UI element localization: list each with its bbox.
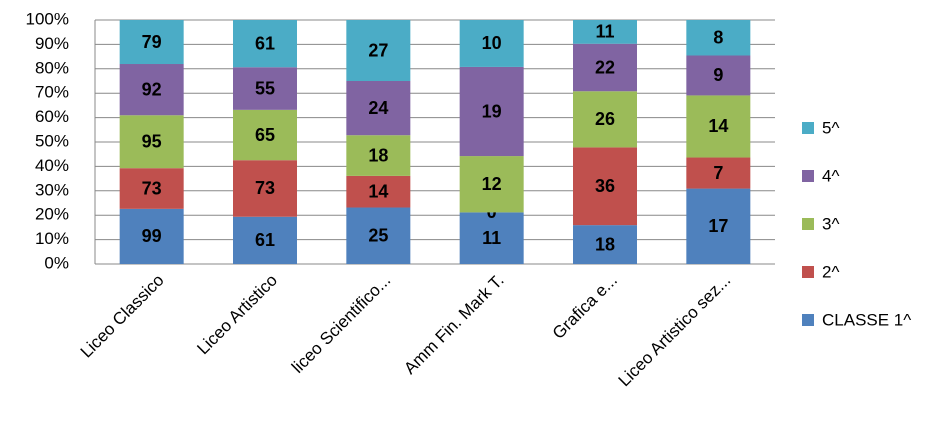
legend-swatch	[802, 170, 814, 182]
value-label: 19	[482, 101, 502, 121]
y-tick-label: 30%	[35, 180, 69, 199]
bar-segment	[119, 64, 184, 116]
value-label: 73	[142, 178, 162, 198]
legend-label: 4^	[822, 166, 839, 185]
value-label: 79	[142, 32, 162, 52]
legend-label: CLASSE 1^	[822, 310, 911, 329]
bar-segment	[686, 95, 751, 158]
value-label: 95	[142, 131, 162, 151]
bar-segment	[233, 216, 297, 264]
bar-segment	[686, 20, 751, 56]
bar-segment	[573, 20, 637, 44]
legend-swatch	[802, 218, 814, 230]
bar-segment	[573, 91, 637, 148]
bar-segment	[346, 20, 411, 81]
bar-segment	[459, 20, 524, 67]
bar-segment	[119, 20, 184, 65]
value-label: 27	[368, 40, 388, 60]
value-label: 65	[255, 125, 275, 145]
bar-segment	[573, 225, 637, 264]
bar-segment	[573, 147, 637, 226]
y-tick-label: 40%	[35, 156, 69, 175]
x-tick-label: Liceo Classico	[77, 271, 168, 362]
value-label: 25	[368, 226, 388, 246]
legend-swatch	[802, 314, 814, 326]
legend-swatch	[802, 266, 814, 278]
legend-label: 3^	[822, 214, 839, 233]
bar-segment	[346, 81, 411, 136]
value-label: 18	[595, 234, 615, 254]
value-label: 61	[255, 230, 275, 250]
value-label: 24	[368, 98, 388, 118]
y-tick-label: 20%	[35, 205, 69, 224]
bar-segment	[119, 208, 184, 264]
value-label: 8	[713, 27, 723, 47]
bar-segment	[573, 43, 637, 92]
legend-label: 2^	[822, 262, 839, 281]
y-tick-label: 10%	[35, 229, 69, 248]
y-tick-label: 100%	[26, 9, 69, 28]
y-tick-label: 90%	[35, 34, 69, 53]
y-tick-label: 80%	[35, 58, 69, 77]
value-label: 61	[255, 33, 275, 53]
bar-segment	[459, 156, 524, 213]
value-label: 17	[708, 216, 728, 236]
x-tick-label: Liceo Artistico sez...	[615, 271, 735, 391]
bar-segment	[233, 20, 297, 68]
x-tick-label: Amm Fin. Mark T.	[400, 271, 507, 378]
y-tick-label: 70%	[35, 83, 69, 102]
bar-segment	[686, 188, 751, 264]
bar-segment	[686, 55, 751, 96]
legend-label: 5^	[822, 118, 839, 137]
value-label: 11	[595, 22, 614, 42]
value-label: 92	[142, 79, 162, 99]
y-tick-label: 50%	[35, 131, 69, 150]
value-label: 73	[255, 178, 275, 198]
bar-segment	[459, 212, 524, 264]
x-tick-label: liceo Scientifico...	[288, 271, 394, 377]
value-label: 36	[595, 176, 615, 196]
bar-segment	[346, 175, 411, 208]
bar-segment	[346, 207, 411, 264]
value-label: 55	[255, 78, 275, 98]
bar-segment	[346, 135, 411, 176]
x-tick-label: Liceo Artistico	[193, 271, 281, 359]
bar-segment	[233, 109, 297, 161]
y-tick-label: 0%	[44, 253, 69, 272]
y-tick-label: 60%	[35, 107, 69, 126]
value-label: 26	[595, 109, 615, 129]
value-label: 18	[368, 145, 388, 165]
bar-segment	[119, 115, 184, 169]
x-tick-label: Grafica e...	[549, 271, 621, 343]
bar-segment	[686, 157, 751, 189]
value-label: 7	[713, 163, 723, 183]
value-label: 11	[482, 228, 501, 248]
bar-segment	[233, 160, 297, 217]
bar-segment	[233, 67, 297, 110]
value-label: 10	[482, 33, 502, 53]
value-label: 12	[482, 174, 502, 194]
value-label: 14	[368, 181, 388, 201]
legend-swatch	[802, 122, 814, 134]
value-label: 14	[708, 116, 728, 136]
value-label: 22	[595, 57, 615, 77]
bar-segment	[119, 168, 184, 209]
value-label: 9	[713, 65, 723, 85]
bar-segment	[459, 66, 524, 157]
value-label: 99	[142, 226, 162, 246]
